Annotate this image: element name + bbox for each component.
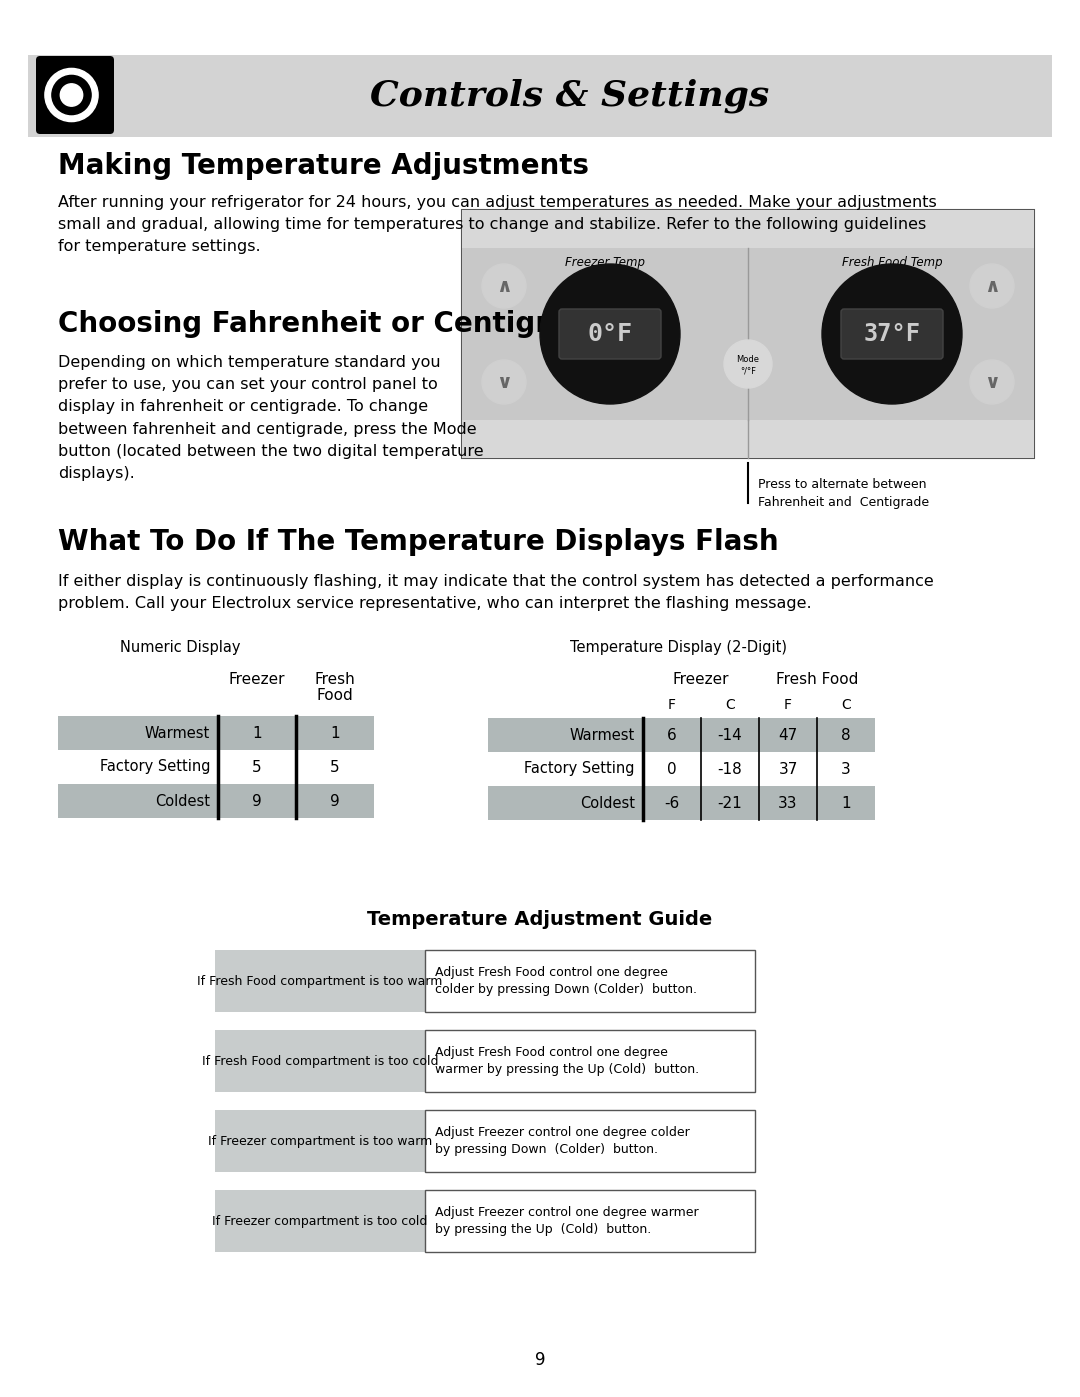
Text: Fresh
Food: Fresh Food xyxy=(314,672,355,703)
Text: Freezer: Freezer xyxy=(229,672,285,687)
Bar xyxy=(215,1111,426,1172)
Text: Controls & Settings: Controls & Settings xyxy=(370,78,770,113)
Bar xyxy=(488,752,875,787)
FancyBboxPatch shape xyxy=(559,309,661,359)
Text: 0°F: 0°F xyxy=(588,321,633,346)
Text: 37: 37 xyxy=(779,761,798,777)
Circle shape xyxy=(970,264,1014,307)
Circle shape xyxy=(482,264,526,307)
Text: Temperature Display (2-Digit): Temperature Display (2-Digit) xyxy=(570,640,787,655)
Circle shape xyxy=(52,75,91,115)
Text: °/°F: °/°F xyxy=(740,366,756,376)
Bar xyxy=(426,950,755,1011)
Text: Choosing Fahrenheit or Centigrade: Choosing Fahrenheit or Centigrade xyxy=(58,310,607,338)
Text: 1: 1 xyxy=(330,725,340,740)
Text: Fresh Food: Fresh Food xyxy=(775,672,859,687)
Text: Making Temperature Adjustments: Making Temperature Adjustments xyxy=(58,152,589,180)
FancyBboxPatch shape xyxy=(841,309,943,359)
Circle shape xyxy=(482,360,526,404)
Text: 3: 3 xyxy=(841,761,851,777)
Bar xyxy=(488,718,875,752)
Text: Factory Setting: Factory Setting xyxy=(525,761,635,777)
Text: 8: 8 xyxy=(841,728,851,742)
Text: 6: 6 xyxy=(667,728,677,742)
Bar xyxy=(28,54,1052,137)
Bar xyxy=(462,210,1034,249)
Bar xyxy=(426,1030,755,1092)
Text: -21: -21 xyxy=(717,795,742,810)
Text: 33: 33 xyxy=(779,795,798,810)
Text: -6: -6 xyxy=(664,795,679,810)
Bar xyxy=(215,950,426,1011)
Text: Numeric Display: Numeric Display xyxy=(120,640,241,655)
Text: 9: 9 xyxy=(535,1351,545,1369)
Text: C: C xyxy=(725,698,734,712)
Text: 5: 5 xyxy=(253,760,261,774)
Text: Factory Setting: Factory Setting xyxy=(99,760,210,774)
Text: 9: 9 xyxy=(330,793,340,809)
Text: 9: 9 xyxy=(252,793,261,809)
Circle shape xyxy=(540,264,680,404)
Text: If either display is continuously flashing, it may indicate that the control sys: If either display is continuously flashi… xyxy=(58,574,934,612)
Text: ∧: ∧ xyxy=(984,277,1000,296)
Bar xyxy=(462,420,1034,458)
Text: If Fresh Food compartment is too cold: If Fresh Food compartment is too cold xyxy=(202,1055,438,1067)
Text: -14: -14 xyxy=(717,728,742,742)
Text: 37°F: 37°F xyxy=(864,321,920,346)
Text: ∨: ∨ xyxy=(984,373,1000,391)
Circle shape xyxy=(45,68,98,122)
Bar xyxy=(58,750,374,784)
Text: C: C xyxy=(841,698,851,712)
Bar xyxy=(58,784,374,819)
Text: 1: 1 xyxy=(253,725,261,740)
Text: If Fresh Food compartment is too warm: If Fresh Food compartment is too warm xyxy=(198,975,443,988)
Bar xyxy=(462,249,1034,420)
Text: ∧: ∧ xyxy=(496,277,512,296)
Bar xyxy=(58,717,374,750)
Text: Adjust Freezer control one degree warmer
by pressing the Up  (Cold)  button.: Adjust Freezer control one degree warmer… xyxy=(435,1206,699,1236)
Text: F: F xyxy=(784,698,792,712)
Text: After running your refrigerator for 24 hours, you can adjust temperatures as nee: After running your refrigerator for 24 h… xyxy=(58,196,936,254)
Circle shape xyxy=(60,84,83,106)
Text: Depending on which temperature standard you
prefer to use, you can set your cont: Depending on which temperature standard … xyxy=(58,355,484,481)
Text: Warmest: Warmest xyxy=(145,725,210,740)
Text: Coldest: Coldest xyxy=(580,795,635,810)
Text: 0: 0 xyxy=(667,761,677,777)
Circle shape xyxy=(822,264,962,404)
Text: 1: 1 xyxy=(841,795,851,810)
Text: What To Do If The Temperature Displays Flash: What To Do If The Temperature Displays F… xyxy=(58,528,779,556)
Text: 47: 47 xyxy=(779,728,798,742)
Text: Press to alternate between
Fahrenheit and  Centigrade: Press to alternate between Fahrenheit an… xyxy=(758,478,929,509)
Text: -18: -18 xyxy=(717,761,742,777)
Text: Adjust Freezer control one degree colder
by pressing Down  (Colder)  button.: Adjust Freezer control one degree colder… xyxy=(435,1126,690,1157)
Text: ∨: ∨ xyxy=(496,373,512,391)
Text: Freezer Temp: Freezer Temp xyxy=(565,256,645,270)
Bar xyxy=(426,1111,755,1172)
Text: If Freezer compartment is too cold: If Freezer compartment is too cold xyxy=(213,1214,428,1228)
Circle shape xyxy=(724,339,772,388)
Text: Adjust Fresh Food control one degree
colder by pressing Down (Colder)  button.: Adjust Fresh Food control one degree col… xyxy=(435,965,697,996)
Circle shape xyxy=(970,360,1014,404)
Text: Adjust Fresh Food control one degree
warmer by pressing the Up (Cold)  button.: Adjust Fresh Food control one degree war… xyxy=(435,1046,699,1076)
Text: Warmest: Warmest xyxy=(570,728,635,742)
Text: Temperature Adjustment Guide: Temperature Adjustment Guide xyxy=(367,909,713,929)
Text: If Freezer compartment is too warm: If Freezer compartment is too warm xyxy=(207,1134,432,1147)
Text: Coldest: Coldest xyxy=(156,793,210,809)
Bar xyxy=(462,210,1034,458)
Text: Fresh Food Temp: Fresh Food Temp xyxy=(841,256,943,270)
Text: Mode: Mode xyxy=(737,355,759,365)
Bar xyxy=(426,1190,755,1252)
Bar xyxy=(488,787,875,820)
Text: Freezer: Freezer xyxy=(673,672,729,687)
Text: F: F xyxy=(669,698,676,712)
Text: 5: 5 xyxy=(330,760,340,774)
Bar xyxy=(215,1030,426,1092)
Bar xyxy=(215,1190,426,1252)
FancyBboxPatch shape xyxy=(36,56,114,134)
